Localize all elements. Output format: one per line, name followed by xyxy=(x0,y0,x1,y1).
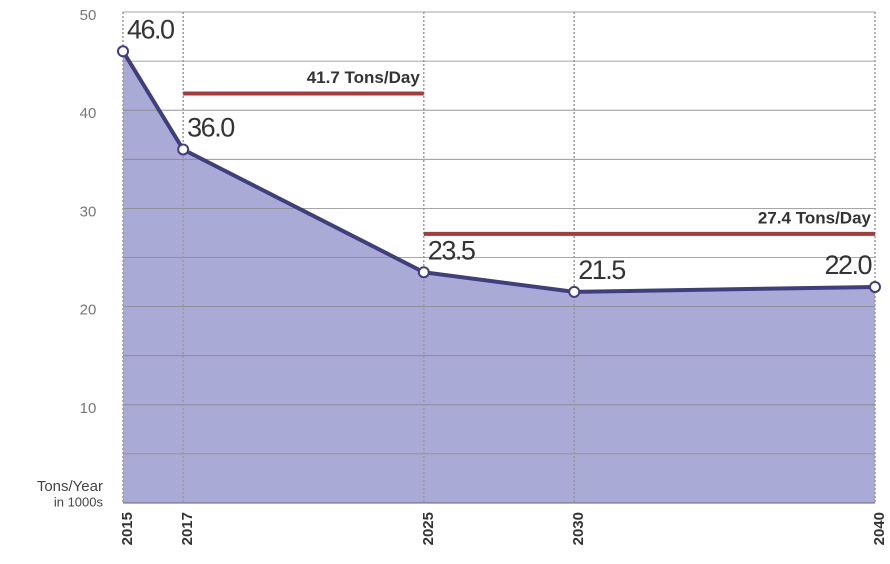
x-tick-label: 2017 xyxy=(179,512,196,545)
area xyxy=(123,51,875,503)
x-tick-label: 2030 xyxy=(570,512,587,545)
x-tick-label: 2025 xyxy=(420,512,437,545)
point xyxy=(117,45,129,58)
y-axis-label: Tons/Year xyxy=(37,478,103,495)
data-label: 22.0 xyxy=(824,250,871,280)
reference-label: 41.7 Tons/Day xyxy=(307,68,421,87)
data-label: 23.5 xyxy=(428,235,475,265)
x-tick-label: 2040 xyxy=(871,512,888,545)
y-tick-label: 20 xyxy=(80,302,97,319)
y-axis-label: in 1000s xyxy=(54,494,104,509)
point xyxy=(177,143,190,156)
x-tick-label: 2015 xyxy=(119,512,136,545)
y-tick-label: 50 xyxy=(80,7,97,24)
point xyxy=(417,266,430,279)
data-label: 46.0 xyxy=(127,14,174,44)
y-tick-label: 10 xyxy=(80,400,97,417)
data-label: 21.5 xyxy=(578,255,625,285)
reference-label: 27.4 Tons/Day xyxy=(758,208,872,227)
point xyxy=(568,285,581,298)
data-label: 36.0 xyxy=(187,113,234,143)
y-tick-label: 40 xyxy=(80,105,97,122)
y-tick-label: 30 xyxy=(80,203,97,220)
point xyxy=(869,280,881,293)
